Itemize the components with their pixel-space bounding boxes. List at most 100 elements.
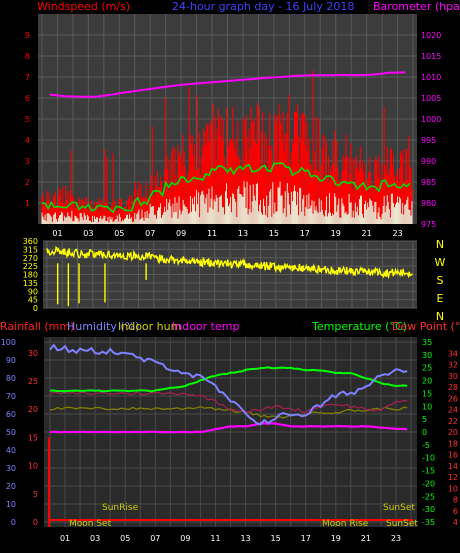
humidity-tick: 60 [6, 410, 16, 419]
barometer-line [49, 71, 406, 98]
humidity-tick-labels: 0 10 20 30 40 50 60 70 80 90 100 [1, 338, 16, 527]
annotation-sunset-2: SunSet [386, 519, 418, 529]
hour-tick: 03 [90, 534, 100, 543]
indoor-temp-tick: 8 [453, 496, 458, 505]
hour-tick: 07 [150, 534, 160, 543]
barometer-tick-labels: 975 980 985 990 995 1000 1005 1010 1015 1020 [421, 31, 441, 229]
humidity-tick: 70 [6, 392, 16, 401]
temperature-tick: -15 [422, 467, 435, 476]
hour-tick: 21 [362, 229, 372, 238]
temperature-line [49, 366, 408, 393]
hour-tick: 21 [361, 534, 371, 543]
temperature-tick: 15 [422, 389, 432, 398]
direction-tick: 180 [23, 271, 38, 280]
windspeed-tick: 6 [25, 94, 30, 103]
direction-tick: 360 [23, 237, 38, 246]
wind-direction-line [46, 245, 413, 280]
indoor-temp-tick: 28 [448, 383, 458, 392]
barometer-tick: 985 [421, 178, 436, 187]
hour-tick-labels: 01 03 05 07 09 11 13 15 17 19 21 23 [52, 229, 402, 238]
barometer-tick: 1020 [421, 31, 441, 40]
rainfall-tick: 25 [28, 377, 38, 386]
direction-tick: 90 [28, 287, 38, 296]
windspeed-tick: 1 [25, 199, 30, 208]
indoor-temp-tick: 24 [448, 406, 458, 415]
windspeed-tick: 7 [25, 73, 30, 82]
rainfall-tick: 10 [28, 462, 38, 471]
indoor-temp-tick: 18 [448, 439, 458, 448]
legend-rainfall: Rainfall (mm) [0, 320, 74, 333]
dewpoint-line [49, 391, 408, 414]
wind-speed-bars [41, 181, 413, 224]
hour-tick: 01 [52, 229, 62, 238]
hour-tick: 05 [120, 534, 130, 543]
wind-direction-spikes [56, 263, 147, 307]
compass-label: E [437, 292, 444, 305]
humidity-tick: 100 [1, 338, 16, 347]
barometer-tick: 990 [421, 157, 436, 166]
direction-tick: 135 [23, 279, 38, 288]
humidity-tick: 10 [6, 500, 16, 509]
direction-tick: 0 [33, 304, 38, 313]
rainfall-tick: 30 [28, 349, 38, 358]
temperature-tick: 5 [422, 415, 427, 424]
barometer-tick: 1005 [421, 94, 441, 103]
indoor-temp-tick: 10 [448, 484, 458, 493]
windspeed-tick: 5 [25, 115, 30, 124]
barometer-tick: 1000 [421, 115, 441, 124]
legend-indoor-temp: Indoor temp [172, 320, 239, 333]
humidity-line [49, 343, 408, 426]
temperature-tick: 25 [422, 364, 432, 373]
windspeed-tick-labels: 1 2 3 4 5 6 7 8 9 [25, 31, 30, 208]
barometer-tick: 1010 [421, 73, 441, 82]
indoor-temp-tick: 6 [453, 507, 458, 516]
indoor-temp-tick: 12 [448, 473, 458, 482]
temperature-tick: -25 [422, 492, 435, 501]
temperature-tick: 30 [422, 351, 432, 360]
compass-label: N [436, 310, 444, 323]
direction-tick: 225 [23, 262, 38, 271]
temperature-tick: 0 [422, 428, 427, 437]
annotation-moonset: Moon Set [69, 519, 112, 529]
hour-tick-labels-bottom: 01 03 05 07 09 11 13 15 17 19 21 23 [60, 534, 401, 543]
hour-tick: 13 [240, 534, 250, 543]
humidity-tick: 20 [6, 482, 16, 491]
temperature-tick: -5 [422, 441, 430, 450]
humidity-tick: 50 [6, 428, 16, 437]
indoor-temp-tick: 20 [448, 428, 458, 437]
indoor-temp-line [49, 422, 408, 434]
direction-tick: 270 [23, 254, 38, 263]
rainfall-tick: 5 [33, 490, 38, 499]
indoor-temp-tick: 16 [448, 451, 458, 460]
hour-tick: 17 [300, 229, 310, 238]
barometer-tick: 975 [421, 220, 436, 229]
annotation-moonrise: Moon Rise [322, 519, 369, 529]
humidity-tick: 40 [6, 446, 16, 455]
temperature-tick: -30 [422, 505, 435, 514]
humidity-tick: 80 [6, 374, 16, 383]
temperature-tick: 20 [422, 377, 432, 386]
humidity-tick: 0 [11, 518, 16, 527]
hour-tick: 19 [331, 534, 341, 543]
hour-tick: 23 [392, 229, 402, 238]
windspeed-tick: 2 [25, 178, 30, 187]
hour-tick: 15 [269, 229, 279, 238]
compass-label: N [436, 238, 444, 251]
indoor-temp-tick: 32 [448, 361, 458, 370]
compass-label: W [435, 256, 446, 269]
temperature-tick-labels: 35 30 25 20 15 10 5 0 -5 -10 -15 -20 -25 -30 -35 [422, 338, 435, 527]
temperature-tick: 35 [422, 338, 432, 347]
wind-average-line [41, 162, 411, 214]
temperature-tick: -20 [422, 479, 435, 488]
direction-tick: 45 [28, 296, 38, 305]
windspeed-tick: 9 [25, 31, 30, 40]
chart-title: 24-hour graph day - 16 July 2018 [172, 0, 354, 13]
hour-tick: 09 [180, 534, 190, 543]
indoor-temp-tick: 14 [448, 462, 458, 471]
rainfall-tick: 20 [28, 405, 38, 414]
